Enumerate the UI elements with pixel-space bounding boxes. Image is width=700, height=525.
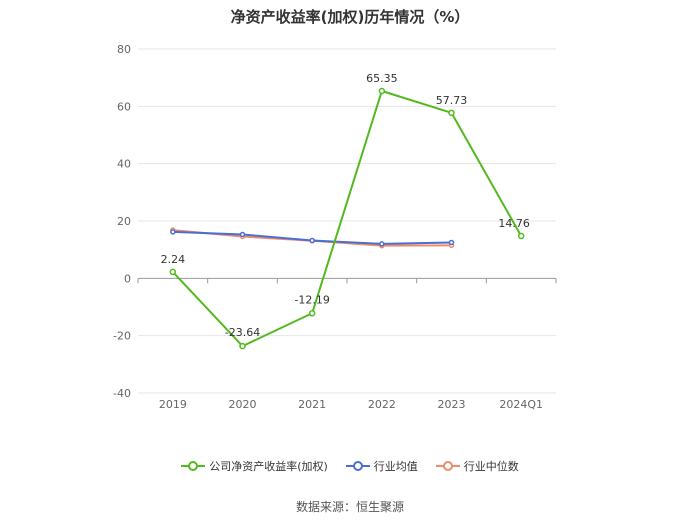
legend-item-industry-mean[interactable]: 行业均值 <box>345 458 418 474</box>
x-tick-label: 2022 <box>368 398 396 411</box>
data-label: -12.19 <box>294 293 329 306</box>
series-points <box>169 87 525 350</box>
data-point <box>239 231 246 238</box>
data-point <box>239 342 246 350</box>
y-tick-label: -20 <box>113 330 131 343</box>
data-label: 2.24 <box>161 253 186 266</box>
legend-line-icon <box>181 461 206 471</box>
data-point <box>170 229 176 235</box>
y-tick-label: 0 <box>124 272 131 285</box>
legend-label-industry-mean: 行业均值 <box>373 460 418 473</box>
legend-label-industry-median: 行业中位数 <box>463 460 519 473</box>
legend-item-industry-median[interactable]: 行业中位数 <box>435 458 519 474</box>
data-label: -23.64 <box>225 326 260 339</box>
grid-lines <box>138 48 556 394</box>
x-tick-label: 2024Q1 <box>499 398 543 411</box>
data-label: 14.76 <box>498 217 530 230</box>
x-tick-label: 2019 <box>159 398 187 411</box>
y-tick-label: 80 <box>117 43 131 56</box>
x-tick-label: 2023 <box>438 398 466 411</box>
data-point <box>309 237 315 244</box>
y-tick-label: 60 <box>117 100 131 113</box>
data-point <box>169 268 177 276</box>
y-axis: 80 60 40 20 0 -20 -40 <box>113 43 131 400</box>
x-tick-label: 2020 <box>229 398 257 411</box>
data-point <box>448 239 455 246</box>
source-note: 数据来源：恒生聚源 <box>295 500 404 514</box>
y-tick-label: 20 <box>117 215 131 228</box>
data-point <box>378 87 386 95</box>
data-point <box>379 241 385 247</box>
legend-label-company: 公司净资产收益率(加权) <box>209 460 328 473</box>
series-line <box>172 89 523 348</box>
legend-line-icon <box>345 461 370 471</box>
y-tick-label: 40 <box>117 158 131 171</box>
data-label: 57.73 <box>436 94 468 107</box>
data-labels: 2.24 -23.64 -12.19 65.35 57.73 14.76 <box>161 72 530 339</box>
data-point <box>517 232 525 240</box>
x-axis: 2019 2020 2021 2022 2023 2024Q1 <box>137 278 557 411</box>
y-tick-label: -40 <box>113 387 131 400</box>
data-point <box>308 310 316 317</box>
legend-line-icon <box>435 461 460 471</box>
legend-item-company[interactable]: 公司净资产收益率(加权) <box>181 458 328 474</box>
data-point <box>448 109 455 117</box>
chart-title: 净资产收益率(加权)历年情况（%） <box>230 8 470 26</box>
x-tick-label: 2021 <box>298 398 326 411</box>
data-label: 65.35 <box>366 72 398 85</box>
legend: 公司净资产收益率(加权) 行业均值 行业中位数 <box>0 458 700 474</box>
series-lines <box>172 89 523 348</box>
